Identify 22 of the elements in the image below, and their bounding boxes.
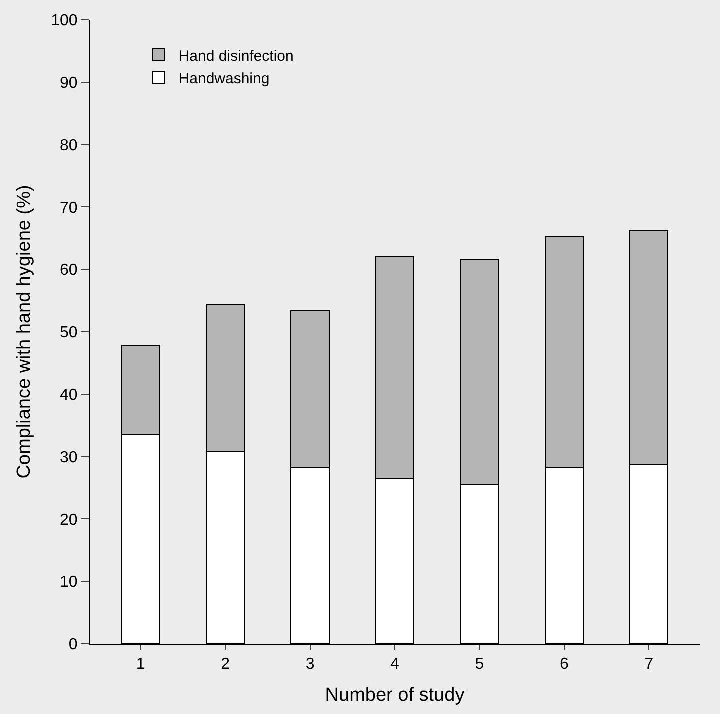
x-tick-label: 2 [221, 656, 230, 674]
x-tick-label: 7 [644, 656, 654, 674]
x-tick-label: 4 [390, 656, 400, 674]
x-tick-label: 3 [306, 656, 315, 674]
legend-label: Hand disinfection [178, 48, 294, 65]
x-tick-label: 5 [475, 656, 484, 674]
x-tick-label: 6 [560, 656, 569, 674]
y-tick-label: 30 [60, 449, 78, 466]
y-tick-label: 90 [60, 75, 78, 92]
y-tick-label: 50 [60, 324, 78, 342]
x-tick-label: 1 [136, 656, 146, 674]
y-tick-label: 0 [68, 636, 78, 654]
y-tick-label: 100 [51, 12, 78, 30]
y-tick-label: 40 [60, 387, 78, 404]
y-axis-title: Compliance with hand hygiene (%) [14, 185, 35, 479]
legend-label: Handwashing [178, 70, 270, 88]
y-tick-label: 20 [60, 512, 78, 529]
y-tick-label: 70 [60, 200, 78, 217]
y-tick-label: 10 [60, 574, 78, 592]
y-tick-label: 60 [60, 262, 78, 280]
x-axis-title: Number of study [325, 685, 466, 706]
y-tick-label: 80 [60, 137, 78, 154]
